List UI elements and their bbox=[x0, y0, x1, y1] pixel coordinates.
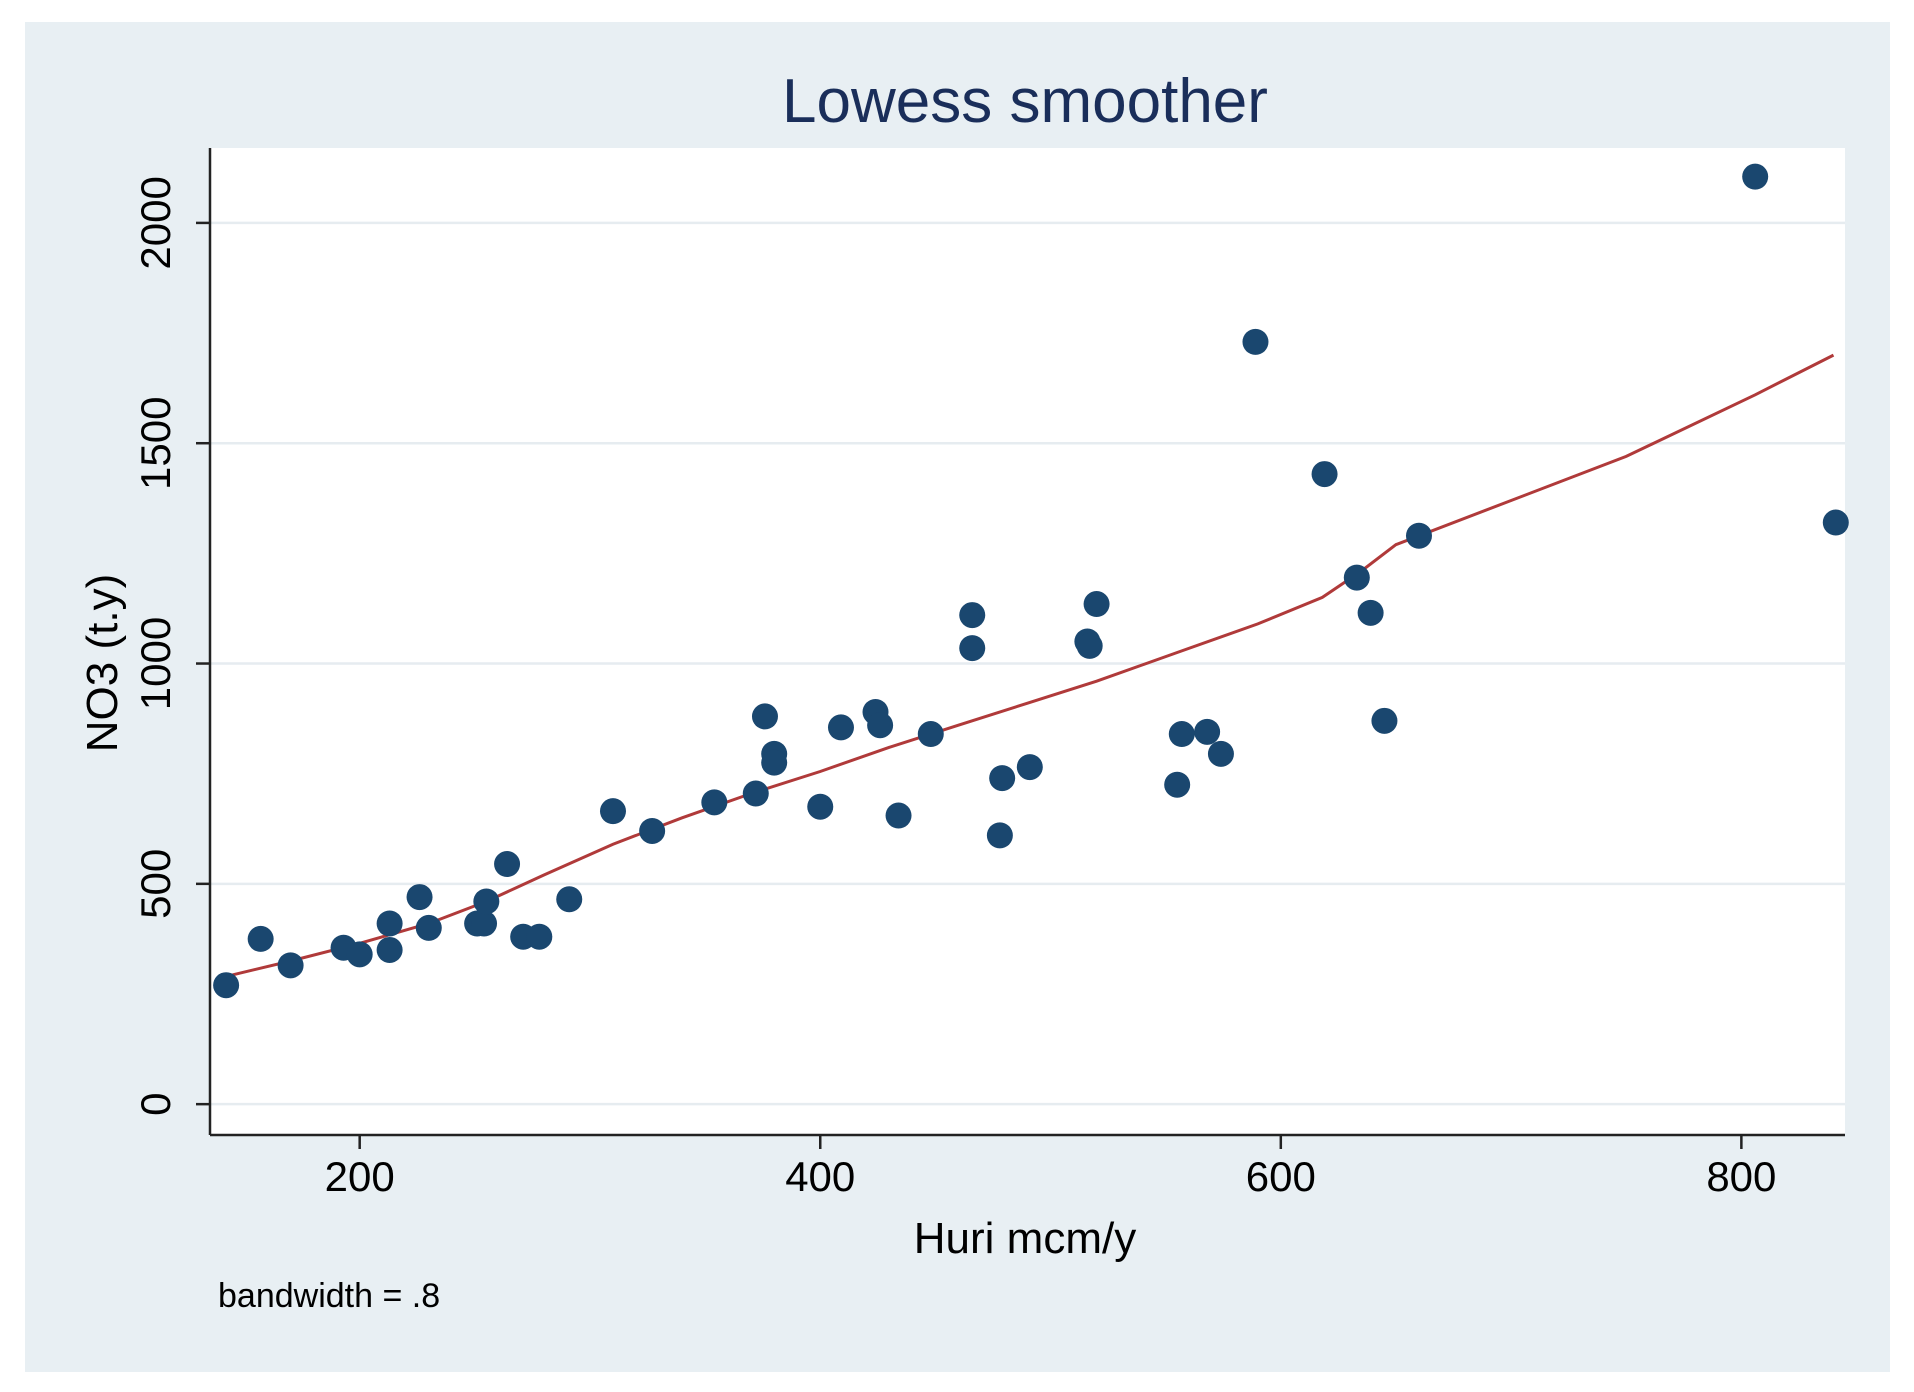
data-point bbox=[1357, 599, 1384, 626]
data-point bbox=[346, 941, 373, 968]
data-point bbox=[526, 923, 553, 950]
data-point bbox=[1405, 522, 1432, 549]
data-point bbox=[867, 712, 894, 739]
data-point bbox=[989, 765, 1016, 792]
x-tick-label-600: 600 bbox=[1246, 1153, 1316, 1200]
gridlines bbox=[210, 221, 1845, 1106]
data-point bbox=[277, 952, 304, 979]
y-tick-label-1500: 1500 bbox=[132, 397, 179, 490]
data-point bbox=[247, 925, 274, 952]
data-point bbox=[1242, 328, 1269, 355]
data-point bbox=[1194, 718, 1221, 745]
data-point bbox=[1016, 754, 1043, 781]
data-point bbox=[1083, 591, 1110, 618]
y-tick-label-500: 500 bbox=[132, 849, 179, 919]
data-point bbox=[751, 703, 778, 730]
x-axis-label: Huri mcm/y bbox=[914, 1214, 1136, 1263]
data-point bbox=[1164, 771, 1191, 798]
y-tick-label-1000: 1000 bbox=[132, 617, 179, 710]
data-point bbox=[761, 749, 788, 776]
data-point bbox=[556, 886, 583, 913]
data-point bbox=[213, 972, 240, 999]
data-point bbox=[885, 802, 912, 829]
data-point bbox=[1742, 163, 1769, 190]
data-point bbox=[639, 817, 666, 844]
scatter-points bbox=[213, 163, 1849, 999]
data-point bbox=[742, 780, 769, 807]
data-point bbox=[1168, 721, 1195, 748]
data-point bbox=[599, 798, 626, 825]
data-point bbox=[917, 721, 944, 748]
data-point bbox=[1371, 707, 1398, 734]
data-point bbox=[1343, 564, 1370, 591]
chart-title: Lowess smoother bbox=[782, 67, 1268, 136]
data-point bbox=[1311, 461, 1338, 488]
x-tick-label-400: 400 bbox=[785, 1153, 855, 1200]
x-tick-label-200: 200 bbox=[325, 1153, 395, 1200]
data-point bbox=[986, 822, 1013, 849]
data-point bbox=[473, 888, 500, 915]
data-point bbox=[1822, 509, 1849, 536]
data-point bbox=[406, 884, 433, 911]
data-point bbox=[376, 936, 403, 963]
axes bbox=[208, 148, 1845, 1137]
x-axis-ticks: 200 400 600 800 bbox=[325, 1135, 1776, 1200]
bandwidth-note: bandwidth = .8 bbox=[218, 1277, 440, 1315]
data-point bbox=[494, 851, 521, 878]
data-point bbox=[376, 910, 403, 937]
data-point bbox=[959, 602, 986, 629]
data-point bbox=[415, 914, 442, 941]
y-axis-ticks: 0 500 1000 1500 2000 bbox=[132, 176, 210, 1116]
x-tick-label-800: 800 bbox=[1706, 1153, 1776, 1200]
data-point bbox=[701, 789, 728, 816]
data-point bbox=[807, 793, 834, 820]
data-point bbox=[959, 635, 986, 662]
plot-area bbox=[210, 148, 1845, 1135]
data-point bbox=[1076, 632, 1103, 659]
data-point bbox=[471, 910, 498, 937]
lowess-smoother-line bbox=[225, 353, 1835, 978]
y-tick-label-2000: 2000 bbox=[132, 176, 179, 269]
y-axis-label: NO3 (t.y) bbox=[78, 574, 127, 752]
data-point bbox=[827, 714, 854, 741]
data-point bbox=[1207, 740, 1234, 767]
y-tick-label-0: 0 bbox=[132, 1092, 179, 1115]
